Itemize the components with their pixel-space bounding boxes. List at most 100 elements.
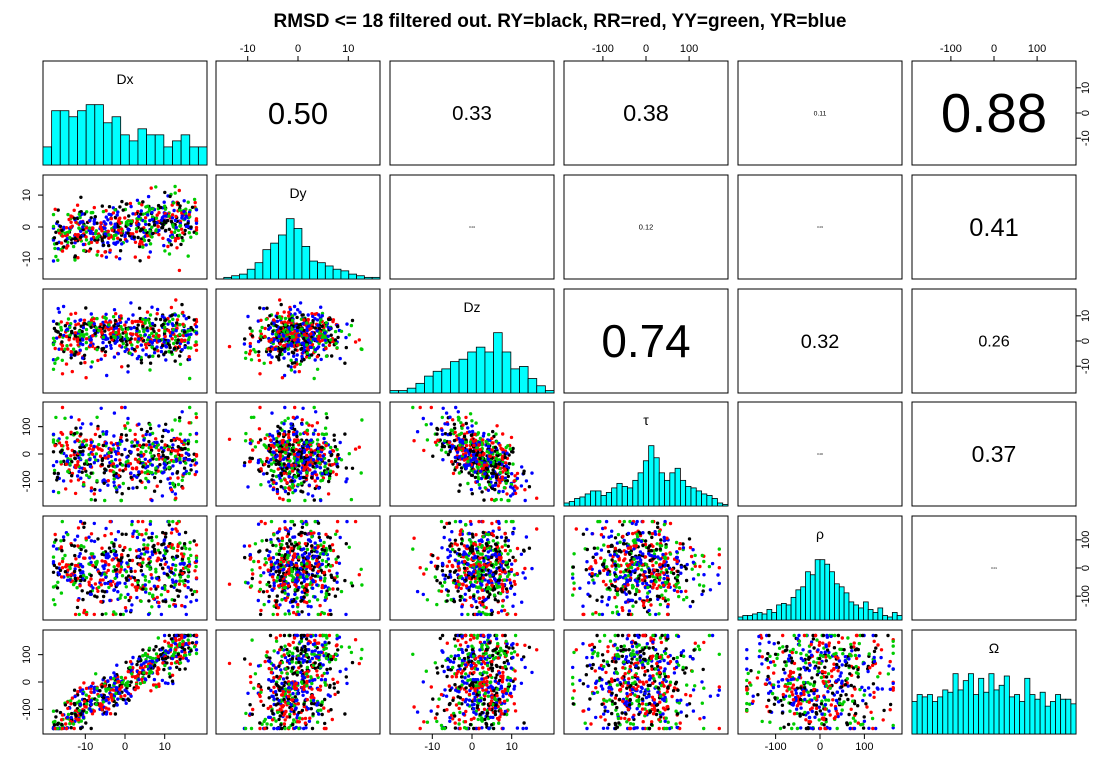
scatter-point (186, 254, 190, 258)
scatter-point (277, 569, 282, 574)
scatter-point (184, 317, 188, 321)
scatter-point (53, 346, 57, 351)
scatter-point (257, 427, 262, 431)
scatter-point (56, 439, 60, 443)
scatter-point (161, 450, 165, 454)
scatter-point (302, 559, 306, 563)
scatter-point (302, 595, 306, 599)
scatter-point (82, 439, 86, 443)
scatter-point (60, 234, 65, 238)
histogram-bar (246, 268, 256, 280)
scatter-point (143, 321, 147, 325)
scatter-point (271, 612, 275, 617)
scatter-point (322, 579, 327, 583)
scatter-point (100, 254, 104, 258)
scatter-point (120, 532, 124, 536)
scatter-point (107, 212, 111, 216)
scatter-point (53, 532, 57, 537)
scatter-point (316, 446, 320, 451)
scatter-point (512, 479, 516, 483)
scatter-point (256, 598, 260, 603)
scatter-point (92, 521, 97, 526)
scatter-point (315, 464, 319, 469)
scatter-point (51, 570, 56, 574)
scatter-point (63, 416, 67, 420)
scatter-point (322, 571, 326, 575)
panel-r1-c4: 0.03 (737, 174, 903, 280)
scatter-point (299, 327, 304, 331)
scatter-point (128, 351, 132, 355)
scatter-point (468, 448, 473, 453)
scatter-point (248, 441, 252, 445)
scatter-point (189, 235, 193, 239)
scatter-point (164, 358, 168, 362)
scatter-point (135, 535, 140, 540)
scatter-point (135, 345, 139, 349)
scatter-point (269, 563, 274, 567)
scatter-point (112, 565, 116, 569)
scatter-point (274, 544, 278, 548)
scatter-point (270, 588, 275, 592)
scatter-point (180, 302, 184, 307)
panel-r2-c5: 0.26 (911, 288, 1077, 394)
scatter-point (263, 557, 267, 561)
scatter-point (491, 484, 495, 488)
scatter-point (322, 540, 326, 545)
scatter-point (283, 519, 287, 524)
scatter-point (315, 438, 320, 442)
scatter-point (163, 535, 168, 539)
scatter-point (248, 552, 252, 557)
scatter-point (504, 464, 509, 468)
scatter-point (446, 452, 451, 457)
scatter-point (193, 569, 197, 573)
scatter-point (265, 582, 269, 587)
scatter-point (315, 550, 319, 554)
scatter-point (100, 546, 104, 550)
scatter-point (118, 249, 123, 253)
scatter-point (350, 318, 355, 323)
scatter-point (247, 544, 252, 548)
scatter-point (161, 530, 165, 535)
scatter-point (309, 332, 313, 336)
histogram-bar (231, 275, 240, 280)
scatter-point (510, 472, 514, 476)
scatter-point (293, 592, 297, 596)
scatter-point (422, 448, 426, 453)
scatter-point (246, 581, 250, 585)
histogram-bar (262, 249, 272, 280)
scatter-point (349, 323, 354, 328)
panel-r0-c5: 0.88 (911, 60, 1077, 166)
scatter-point (103, 590, 107, 594)
scatter-point (166, 238, 170, 242)
histogram-bar (600, 495, 607, 507)
scatter-point (170, 448, 174, 453)
scatter-point (290, 546, 294, 550)
scatter-point (52, 563, 57, 568)
scatter-point (135, 475, 139, 479)
panel-frame (737, 60, 903, 166)
scatter-point (478, 456, 482, 461)
scatter-point (290, 335, 294, 339)
scatter-point (323, 584, 328, 588)
scatter-point (339, 458, 344, 462)
correlation-value: 0.37 (972, 441, 1017, 467)
scatter-point (76, 343, 80, 347)
scatter-point (296, 483, 300, 487)
scatter-point (344, 345, 348, 350)
scatter-point (324, 321, 328, 325)
scatter-point (157, 328, 161, 333)
scatter-point (173, 604, 178, 608)
scatter-point (154, 466, 158, 470)
scatter-point (85, 473, 89, 477)
scatter-point (260, 539, 264, 543)
scatter-point (170, 472, 175, 476)
scatter-point (290, 344, 294, 348)
scatter-point (146, 213, 150, 217)
scatter-point (184, 333, 188, 338)
scatter-point (454, 405, 458, 410)
scatter-point (93, 498, 98, 502)
scatter-point (290, 599, 295, 604)
scatter-point (192, 589, 197, 594)
scatter-point (169, 219, 174, 224)
